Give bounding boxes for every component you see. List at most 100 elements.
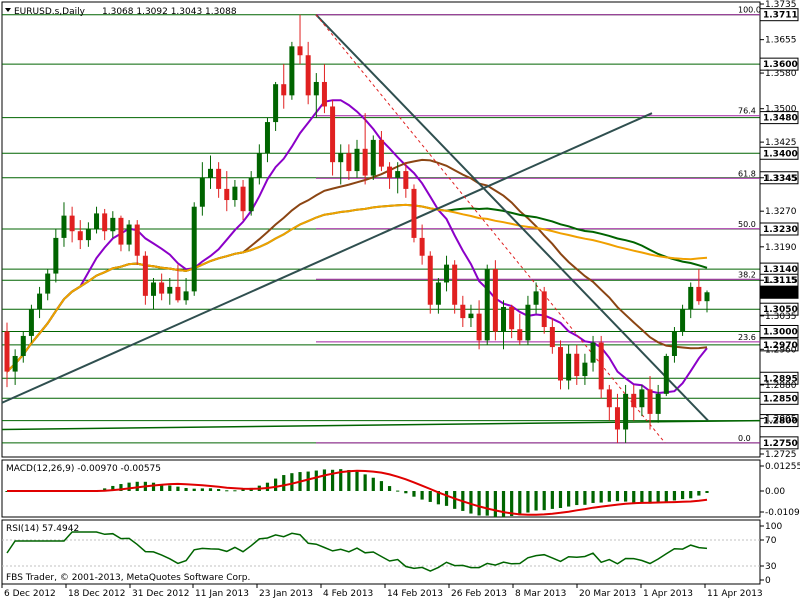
candle-body xyxy=(281,84,287,96)
candle-body xyxy=(224,188,230,201)
fib-anchor-line xyxy=(315,14,666,444)
candle-body xyxy=(427,255,433,305)
candle-body xyxy=(387,166,393,178)
candle-body xyxy=(159,282,165,294)
level-label-box xyxy=(759,371,799,385)
level-label-box xyxy=(759,338,799,352)
candle-body xyxy=(37,293,43,310)
time-tick-label: 11 Jan 2013 xyxy=(195,589,249,599)
macd-signal-line xyxy=(7,469,708,516)
level-label-box xyxy=(759,324,799,338)
candle-body xyxy=(77,231,83,241)
price-tick-label: 1.2805 xyxy=(765,414,797,424)
macd-bar xyxy=(705,491,709,493)
level-label: 1.3000 xyxy=(763,327,798,337)
time-tick-label: 26 Feb 2013 xyxy=(451,589,507,599)
macd-title: MACD(12,26,9) -0.00970 -0.00575 xyxy=(6,464,161,474)
level-label-box xyxy=(759,111,799,125)
macd-bar xyxy=(444,491,449,506)
candle-body xyxy=(460,304,466,319)
macd-bar xyxy=(290,473,294,491)
level-label: 1.2800 xyxy=(763,417,798,427)
candle-body xyxy=(346,153,352,172)
candle-body xyxy=(492,269,498,332)
macd-bar xyxy=(542,491,546,511)
macd-bar xyxy=(453,491,457,509)
candle-body xyxy=(533,291,539,305)
collapse-arrow-icon[interactable] xyxy=(5,8,11,12)
rsi-title: RSI(14) 57.4942 xyxy=(6,524,79,534)
fib-label: 100.0 xyxy=(738,6,761,15)
fib-label: 50.0 xyxy=(738,220,756,229)
candle-body xyxy=(509,306,515,330)
macd-bar xyxy=(493,491,497,517)
price-tick-label: 1.3580 xyxy=(765,69,797,79)
candle-body xyxy=(207,168,213,178)
macd-bar xyxy=(355,471,359,491)
support-resistance-levels: 1.3711 1.3600 1.3480 1.3400 1.3345 1.3230 1.31… xyxy=(2,8,799,450)
price-pane[interactable]: 1.3711 1.3600 1.3480 1.3400 1.3345 1.3230 1.31… xyxy=(1,0,799,460)
fib-label: 38.2 xyxy=(738,270,756,279)
candle-body xyxy=(256,153,262,178)
candle-body xyxy=(110,217,116,232)
candle-body xyxy=(289,46,295,96)
price-tick-label: 1.3190 xyxy=(765,243,797,253)
level-label: 1.3050 xyxy=(763,305,798,315)
fib-label: 23.6 xyxy=(738,333,756,342)
candle-body xyxy=(330,106,336,163)
macd-bar xyxy=(583,491,587,505)
level-label-box xyxy=(759,57,799,71)
candle-body xyxy=(264,122,270,154)
candle-body xyxy=(631,393,637,408)
rsi-pane[interactable]: RSI(14) 57.4942 100 70 30 0 FBS Trader, © 2… xyxy=(1,519,782,586)
level-label-box xyxy=(759,285,799,299)
time-tick-label: 6 Dec 2012 xyxy=(4,589,56,599)
macd-bar xyxy=(469,491,473,514)
macd-bar xyxy=(501,491,506,517)
macd-tick-label: -0.01091 xyxy=(765,508,800,518)
candle-body xyxy=(183,291,189,301)
time-tick-label: 8 Mar 2013 xyxy=(515,589,566,599)
macd-bar xyxy=(672,491,677,501)
macd-tick-label: 0.01255 xyxy=(765,462,800,472)
level-label: 1.3115 xyxy=(763,276,798,286)
candle-body xyxy=(378,139,384,167)
macd-bar xyxy=(127,482,131,491)
macd-bar xyxy=(396,490,400,492)
rsi-tick-label: 70 xyxy=(765,536,777,546)
candle-body xyxy=(566,353,572,381)
candle-body xyxy=(639,389,645,408)
macd-bar xyxy=(485,491,489,516)
macd-bar xyxy=(241,489,245,491)
level-label: 1.3140 xyxy=(763,265,798,275)
candle-body xyxy=(297,46,303,56)
macd-bar xyxy=(420,491,424,500)
candle-body xyxy=(354,148,360,172)
macd-axis: 0.01255 0.00 -0.01091 xyxy=(760,462,800,518)
price-tick-label: 1.2725 xyxy=(765,450,797,460)
time-axis: 6 Dec 2012 18 Dec 2012 31 Dec 2012 11 Jan 2… xyxy=(1,584,763,599)
price-tick-label: 1.3425 xyxy=(765,138,797,148)
macd-bar xyxy=(339,469,343,491)
time-tick-label: 4 Feb 2013 xyxy=(323,589,373,599)
candle-body xyxy=(134,224,140,256)
candle-body xyxy=(370,139,376,176)
candle-body xyxy=(574,353,580,377)
price-tick-label: 1.2960 xyxy=(765,345,797,355)
candle-body xyxy=(419,237,425,256)
macd-bar xyxy=(599,491,603,503)
ohlc-readout: 1.3068 1.3092 1.3043 1.3088 xyxy=(102,7,237,17)
candle-body xyxy=(614,407,620,430)
macd-tick-label: 0.00 xyxy=(765,487,785,497)
macd-pane[interactable]: MACD(12,26,9) -0.00970 -0.00575 0.012550… xyxy=(1,459,800,518)
fib-label: 76.4 xyxy=(738,107,756,116)
macd-bar xyxy=(168,485,172,491)
trend-lines xyxy=(1,13,761,444)
candle-body xyxy=(655,393,661,414)
macd-bar xyxy=(607,491,611,502)
macd-bar xyxy=(591,491,595,503)
candle-body xyxy=(557,347,563,381)
macd-bar xyxy=(184,487,188,491)
